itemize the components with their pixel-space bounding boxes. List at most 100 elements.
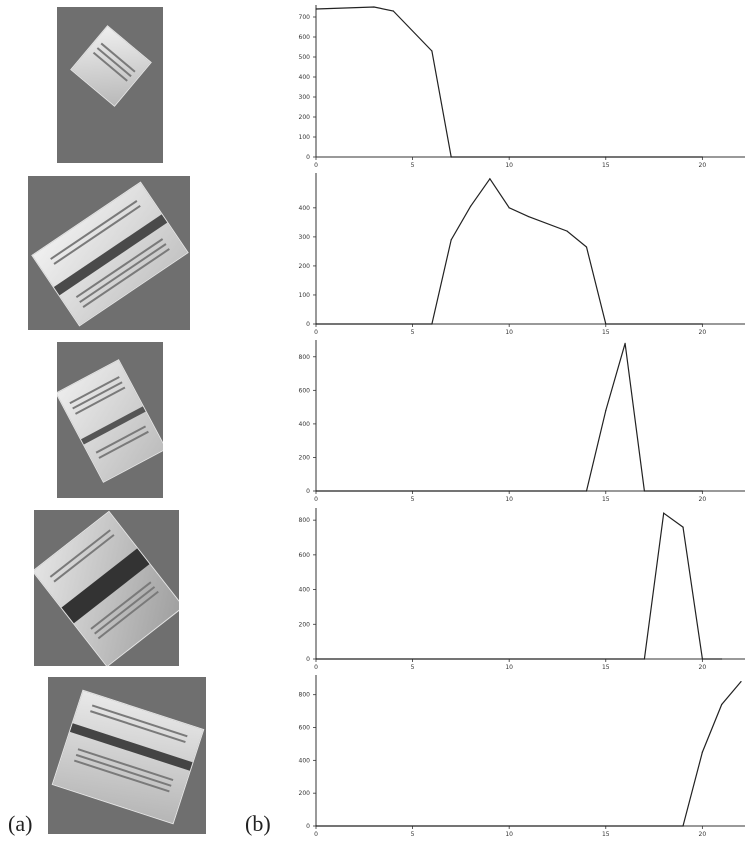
series-line: [316, 512, 722, 660]
data-point: [701, 658, 703, 660]
data-point: [315, 658, 317, 660]
y-tick-label: 400: [299, 587, 311, 594]
x-tick-label: 20: [699, 496, 707, 503]
x-tick-label: 5: [411, 831, 415, 838]
x-tick-label: 15: [602, 496, 610, 503]
y-tick-label: 800: [299, 354, 311, 361]
y-tick-label: 300: [299, 234, 311, 241]
panel-label-b: (b): [245, 811, 271, 836]
data-point: [431, 323, 433, 325]
x-tick-label: 10: [505, 831, 513, 838]
y-tick-label: 200: [299, 790, 311, 797]
x-tick-label: 10: [505, 664, 513, 671]
data-point: [682, 825, 684, 827]
data-point: [450, 156, 452, 158]
y-tick-label: 600: [299, 34, 311, 41]
panel-label-a: (a): [8, 811, 33, 836]
data-point: [701, 156, 703, 158]
y-tick-label: 300: [299, 94, 311, 101]
x-tick-label: 20: [699, 831, 707, 838]
data-point: [469, 205, 472, 207]
x-tick-label: 15: [602, 664, 610, 671]
y-tick-label: 0: [306, 321, 310, 328]
y-tick-label: 0: [306, 488, 310, 495]
x-tick-label: 5: [411, 664, 415, 671]
data-point: [721, 703, 723, 706]
data-point: [740, 680, 742, 683]
photo-box-4: [34, 510, 179, 666]
x-tick-label: 10: [505, 162, 513, 169]
data-point: [392, 10, 394, 12]
data-point: [701, 751, 703, 753]
photo-box-5: [48, 677, 206, 834]
x-tick-label: 20: [699, 664, 707, 671]
x-tick-label: 15: [602, 831, 610, 838]
y-tick-label: 800: [299, 517, 311, 524]
y-tick-label: 500: [299, 54, 311, 61]
x-tick-label: 0: [314, 831, 318, 838]
x-tick-label: 5: [411, 162, 415, 169]
x-tick-label: 10: [505, 496, 513, 503]
data-point: [663, 512, 665, 514]
x-tick-label: 0: [314, 162, 318, 169]
y-tick-label: 600: [299, 725, 311, 732]
data-point: [585, 490, 588, 492]
y-tick-label: 200: [299, 621, 311, 628]
data-point: [643, 658, 646, 660]
y-tick-label: 400: [299, 757, 311, 764]
data-point: [508, 207, 510, 209]
y-tick-label: 0: [306, 823, 310, 830]
data-point: [605, 409, 607, 412]
y-tick-label: 800: [299, 692, 311, 699]
y-tick-label: 400: [299, 205, 311, 212]
data-point: [450, 239, 452, 241]
photo-box-3: [57, 342, 163, 498]
series-line: [316, 177, 703, 325]
photo-box-1: [57, 7, 163, 163]
x-tick-label: 5: [411, 329, 415, 336]
y-tick-label: 200: [299, 114, 311, 121]
y-tick-label: 400: [299, 74, 311, 81]
data-point: [585, 246, 588, 248]
y-tick-label: 600: [299, 387, 311, 394]
data-point: [682, 526, 684, 528]
data-point: [315, 323, 317, 325]
data-point: [701, 323, 703, 325]
x-tick-label: 0: [314, 329, 318, 336]
photo-box-2: [28, 176, 190, 330]
series-line: [315, 6, 703, 158]
data-point: [605, 323, 607, 325]
y-tick-label: 0: [306, 154, 310, 161]
x-tick-label: 20: [699, 162, 707, 169]
y-tick-label: 100: [299, 292, 311, 299]
data-point: [527, 215, 530, 218]
x-tick-label: 20: [699, 329, 707, 336]
data-point: [508, 156, 510, 158]
data-point: [605, 156, 607, 158]
x-tick-label: 5: [411, 496, 415, 503]
y-tick-label: 400: [299, 421, 311, 428]
x-tick-label: 15: [602, 329, 610, 336]
data-point: [643, 490, 646, 492]
data-point: [373, 6, 375, 8]
data-point: [315, 825, 317, 827]
data-point: [701, 490, 703, 492]
y-tick-label: 700: [299, 14, 311, 21]
y-tick-label: 0: [306, 656, 310, 663]
y-tick-label: 100: [299, 134, 311, 141]
y-tick-label: 200: [299, 454, 311, 461]
data-point: [489, 178, 491, 180]
x-tick-label: 0: [314, 496, 318, 503]
x-tick-label: 10: [505, 329, 513, 336]
series-line: [316, 681, 742, 827]
y-tick-label: 600: [299, 552, 311, 559]
data-point: [431, 50, 433, 52]
data-point: [624, 342, 626, 344]
data-point: [315, 8, 317, 10]
series-line: [316, 343, 703, 492]
x-tick-label: 15: [602, 162, 610, 169]
x-tick-label: 0: [314, 664, 318, 671]
y-tick-label: 200: [299, 263, 311, 270]
data-point: [566, 230, 568, 232]
